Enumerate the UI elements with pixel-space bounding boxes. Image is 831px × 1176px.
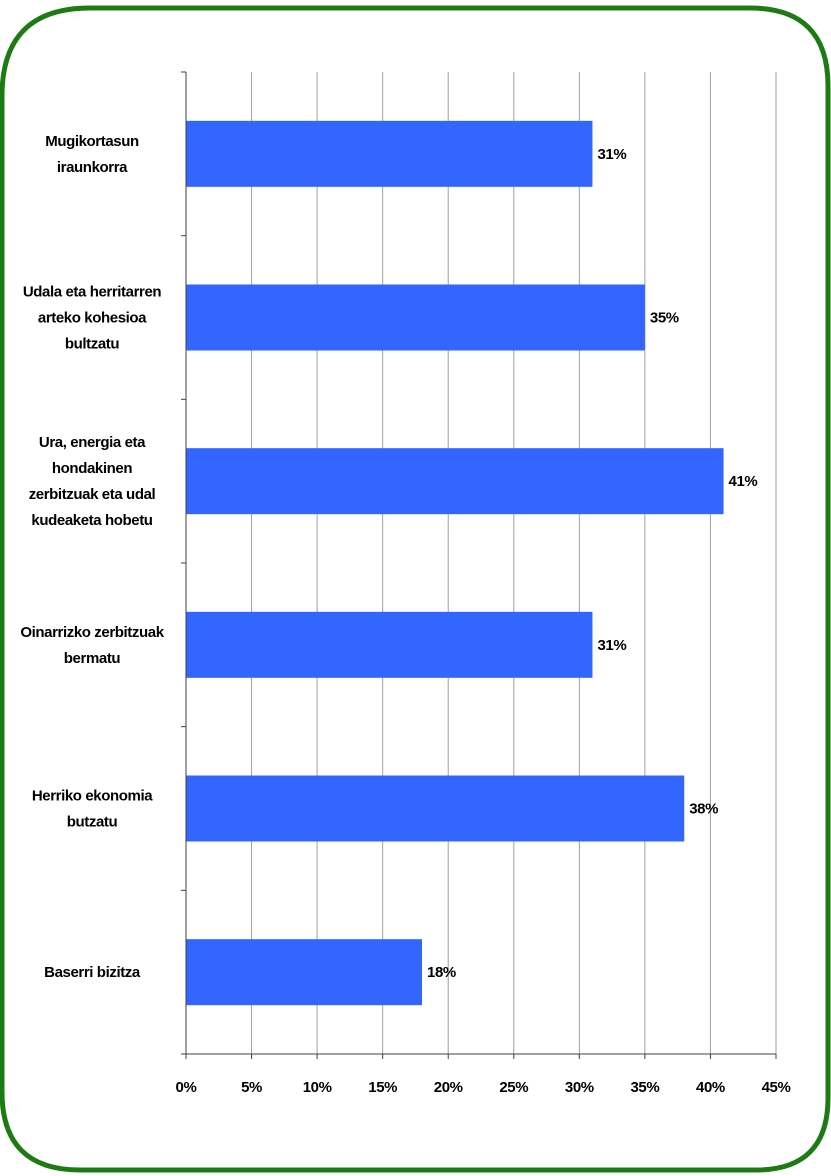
- category-label-2-line-3: kudeaketa hobetu: [31, 512, 152, 529]
- data-label-2: 41%: [729, 473, 758, 490]
- category-label-0-line-1: iraunkorra: [57, 159, 128, 176]
- bar-series: [186, 120, 724, 1006]
- category-label-2-line-0: Ura, energia eta: [39, 434, 146, 451]
- category-label-4-line-1: butzatu: [67, 814, 118, 831]
- category-label-1-line-0: Udala eta herritarren: [23, 284, 162, 301]
- x-tick-label-7: 35%: [630, 1079, 659, 1096]
- gridlines: [251, 72, 777, 1054]
- axes: [181, 71, 777, 1059]
- x-tick-label-1: 5%: [241, 1079, 262, 1096]
- bar-4: [186, 775, 685, 842]
- bar-2: [186, 448, 724, 515]
- bar-3: [186, 611, 593, 678]
- category-label-3-line-1: bermatu: [64, 650, 121, 667]
- bar-0: [186, 120, 593, 187]
- data-label-1: 35%: [650, 310, 679, 327]
- data-label-0: 31%: [597, 146, 626, 163]
- x-tick-label-5: 25%: [499, 1079, 528, 1096]
- data-label-4: 38%: [689, 801, 718, 818]
- x-tick-label-8: 40%: [696, 1079, 725, 1096]
- category-label-5-line-0: Baserri bizitza: [44, 964, 141, 981]
- category-label-3-line-0: Oinarrizko zerbitzuak: [20, 624, 164, 641]
- data-label-5: 18%: [427, 964, 456, 981]
- x-tick-label-4: 20%: [434, 1079, 463, 1096]
- x-tick-label-0: 0%: [176, 1079, 197, 1096]
- x-tick-label-6: 30%: [565, 1079, 594, 1096]
- category-label-4-line-0: Herriko ekonomia: [32, 788, 153, 805]
- category-label-2-line-1: hondakinen: [52, 460, 132, 477]
- category-label-1-line-2: bultzatu: [65, 336, 120, 353]
- x-tick-label-9: 45%: [762, 1079, 791, 1096]
- category-label-2-line-2: zerbitzuak eta udal: [29, 486, 156, 503]
- x-tick-label-2: 10%: [303, 1079, 332, 1096]
- category-label-1-line-1: arteko kohesioa: [38, 310, 147, 327]
- bar-1: [186, 284, 645, 351]
- chart-labels: 31% Mugikortasun iraunkorra 35% Udala eta he…: [20, 133, 791, 1096]
- category-label-0-line-0: Mugikortasun: [45, 133, 139, 150]
- bar-5: [186, 939, 422, 1006]
- x-tick-label-3: 15%: [368, 1079, 397, 1096]
- data-label-3: 31%: [597, 637, 626, 654]
